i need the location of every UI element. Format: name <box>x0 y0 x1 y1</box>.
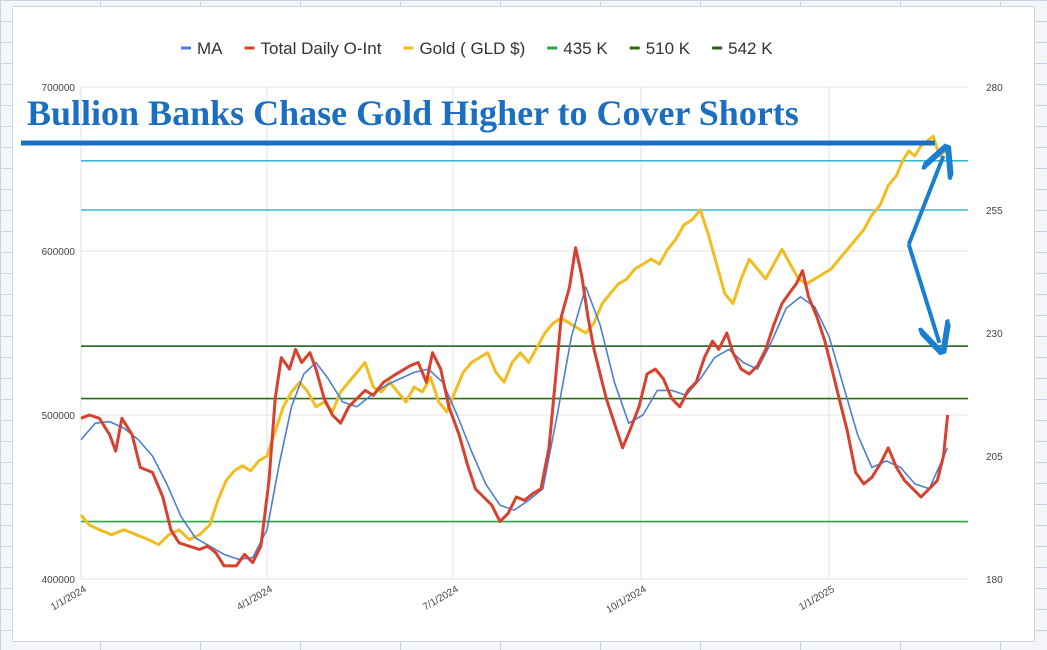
legend-item: MA <box>181 39 223 58</box>
series-line-ma <box>80 286 949 561</box>
y-left-tick-label: 700000 <box>42 83 76 94</box>
x-tick-label: 10/1/2024 <box>604 584 648 616</box>
legend-label: MA <box>197 39 223 58</box>
annotation-arrow <box>906 243 940 342</box>
y-right-tick-label: 280 <box>986 83 1003 94</box>
annotations <box>906 156 944 343</box>
x-tick-label: 1/1/2024 <box>49 584 89 613</box>
legend-item: Gold ( GLD $) <box>403 39 525 58</box>
legend-item: Total Daily O-Int <box>244 39 382 58</box>
legend-label: 510 K <box>646 39 691 58</box>
x-tick-label: 4/1/2024 <box>235 584 275 613</box>
x-tick-label: 1/1/2025 <box>797 584 837 613</box>
series-line-total-daily-o-int <box>80 246 950 568</box>
y-right-tick-label: 205 <box>986 452 1003 463</box>
y-left-tick-label: 600000 <box>42 247 76 258</box>
legend-item: 542 K <box>712 39 773 58</box>
annotation-arrow <box>906 156 944 246</box>
y-left-tick-label: 400000 <box>42 575 76 586</box>
y-right-tick-label: 180 <box>986 575 1003 586</box>
legend-label: Total Daily O-Int <box>261 39 382 58</box>
y-right-tick-label: 255 <box>986 206 1003 217</box>
legend-label: Gold ( GLD $) <box>419 39 525 58</box>
grid <box>80 86 968 580</box>
x-axis: 1/1/2024 4/1/2024 7/1/2024 10/1/2024 1/1/202… <box>49 584 837 616</box>
legend-label: 435 K <box>563 39 608 58</box>
chart-title: Bullion Banks Chase Gold Higher to Cover… <box>27 93 799 133</box>
title-group: Bullion Banks Chase Gold Higher to Cover… <box>21 93 935 146</box>
y-left-tick-label: 500000 <box>42 411 76 422</box>
legend-label: 542 K <box>728 39 773 58</box>
y-axis-right: 180 205 230 255 280 <box>986 83 1003 586</box>
series-layer <box>79 134 950 568</box>
chart: MA Total Daily O-Int Gold ( GLD $) 435 K 510… <box>21 39 1003 616</box>
legend-item: 510 K <box>629 39 691 58</box>
legend: MA Total Daily O-Int Gold ( GLD $) 435 K 510… <box>181 39 773 58</box>
series-line-gold-gld- <box>79 134 947 547</box>
y-axis-left: 400000 500000 600000 700000 <box>42 83 76 586</box>
y-right-tick-label: 230 <box>986 329 1003 340</box>
reference-lines <box>81 160 968 523</box>
x-tick-label: 7/1/2024 <box>421 584 461 613</box>
chart-card: MA Total Daily O-Int Gold ( GLD $) 435 K 510… <box>12 6 1035 642</box>
legend-item: 435 K <box>547 39 608 58</box>
